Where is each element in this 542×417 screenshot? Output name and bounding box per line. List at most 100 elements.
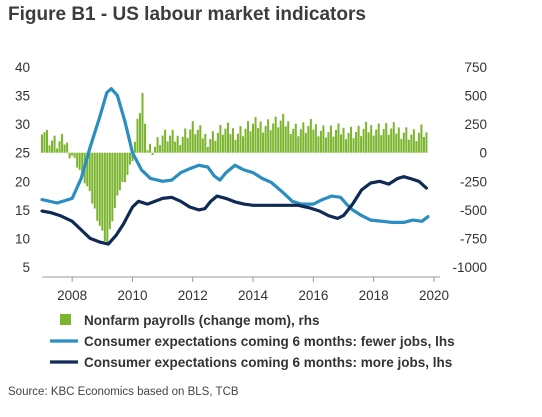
payroll-bar	[116, 152, 119, 196]
payroll-bar	[159, 145, 162, 153]
y-tick-label-right: 750	[464, 60, 487, 75]
payroll-bar	[417, 132, 420, 153]
payroll-bar	[171, 129, 174, 153]
y-tick-label-left: 10	[15, 231, 30, 246]
payroll-bar	[113, 152, 116, 209]
payroll-bar	[297, 136, 300, 153]
payroll-bar	[375, 129, 378, 153]
payroll-bar	[397, 127, 400, 153]
x-tick-label: 2010	[117, 288, 147, 303]
payroll-bar	[352, 138, 355, 153]
payroll-bar	[269, 130, 272, 153]
payroll-bar	[420, 124, 423, 153]
payroll-bar	[169, 135, 172, 153]
payroll-bar	[337, 123, 340, 153]
payroll-bar	[146, 150, 149, 153]
payroll-bar	[226, 122, 229, 153]
x-tick-label: 2016	[298, 288, 328, 303]
payroll-bar	[46, 130, 49, 153]
payroll-bar	[179, 145, 182, 153]
legend-label: Consumer expectations coming 6 months: f…	[84, 334, 455, 349]
y-tick-label-right: 500	[464, 89, 487, 104]
payroll-bar	[382, 129, 385, 153]
y-tick-label-left: 30	[15, 117, 30, 132]
payroll-bar	[402, 132, 405, 153]
payroll-bar	[345, 139, 348, 153]
y-tick-label-left: 20	[15, 174, 30, 189]
payroll-bar	[101, 152, 104, 231]
payroll-bar	[259, 121, 262, 153]
payroll-bar	[91, 152, 94, 204]
payroll-bar	[133, 141, 136, 153]
payroll-bar	[329, 125, 332, 153]
payroll-bar	[392, 122, 395, 153]
payroll-bar	[144, 123, 147, 153]
payroll-bar	[93, 152, 96, 209]
payroll-bar	[365, 121, 368, 153]
payroll-bar	[111, 152, 114, 222]
payroll-bar	[252, 123, 255, 153]
payroll-bar	[206, 147, 209, 153]
payroll-bar	[362, 129, 365, 153]
payroll-bar	[78, 152, 81, 170]
payroll-bar	[86, 152, 89, 187]
y-tick-label-left: 5	[22, 260, 30, 275]
source-note: Source: KBC Economics based on BLS, TCB	[8, 386, 239, 398]
payroll-bar	[40, 134, 44, 153]
payroll-bar	[123, 152, 126, 183]
payroll-bar	[415, 141, 418, 153]
y-tick-label-left: 35	[15, 89, 30, 104]
y-tick-label-right: 250	[464, 117, 487, 132]
y-tick-label-left: 40	[15, 60, 30, 75]
y-tick-label-left: 15	[15, 203, 30, 218]
payroll-bar	[322, 125, 325, 153]
payroll-bar	[68, 152, 71, 159]
payroll-bar	[234, 139, 237, 153]
payroll-bar	[277, 127, 280, 153]
payroll-bar	[372, 135, 375, 153]
payroll-bar	[181, 136, 184, 153]
payroll-bar	[224, 128, 227, 153]
payroll-bar	[209, 139, 212, 153]
payroll-bar	[289, 133, 292, 153]
payroll-bar	[136, 118, 139, 153]
payroll-bar	[254, 117, 257, 153]
y-tick-label-right: -1000	[452, 260, 487, 275]
payroll-bar	[201, 138, 204, 153]
payroll-bar	[292, 128, 295, 153]
payroll-bar	[131, 152, 134, 162]
payroll-bar	[141, 92, 144, 153]
payroll-bar	[126, 152, 129, 175]
payroll-bar	[48, 145, 51, 153]
payroll-bar	[304, 132, 307, 153]
payroll-bar	[395, 133, 398, 153]
payroll-bar	[307, 125, 310, 153]
payroll-bar	[279, 120, 282, 153]
payroll-bar	[357, 125, 360, 153]
payroll-bar	[118, 152, 121, 191]
payroll-bar	[360, 136, 363, 153]
payroll-bar	[196, 129, 199, 153]
legend-label: Nonfarm payrolls (change mom), rhs	[84, 313, 320, 328]
payroll-bar	[309, 119, 312, 153]
payroll-bar	[385, 123, 388, 153]
payroll-bar	[410, 134, 413, 153]
payroll-bar	[174, 141, 177, 153]
payroll-bar	[166, 141, 169, 153]
payroll-bar	[164, 129, 167, 153]
payroll-bar	[76, 152, 79, 168]
x-tick-label: 2012	[178, 288, 208, 303]
payroll-bar	[425, 132, 428, 153]
payroll-bar	[151, 152, 154, 155]
payroll-bar	[267, 119, 270, 153]
x-tick-label: 2008	[57, 288, 87, 303]
legend-label: Consumer expectations coming 6 months: m…	[84, 355, 452, 370]
payroll-bar	[98, 152, 101, 226]
payroll-bar	[43, 132, 46, 153]
payroll-bar	[244, 128, 247, 153]
y-tick-label-right: -250	[460, 174, 487, 189]
payroll-bar	[176, 135, 179, 153]
legend-marker-payrolls	[60, 314, 71, 325]
y-tick-label-left: 25	[15, 146, 30, 161]
payroll-bar	[342, 127, 345, 153]
